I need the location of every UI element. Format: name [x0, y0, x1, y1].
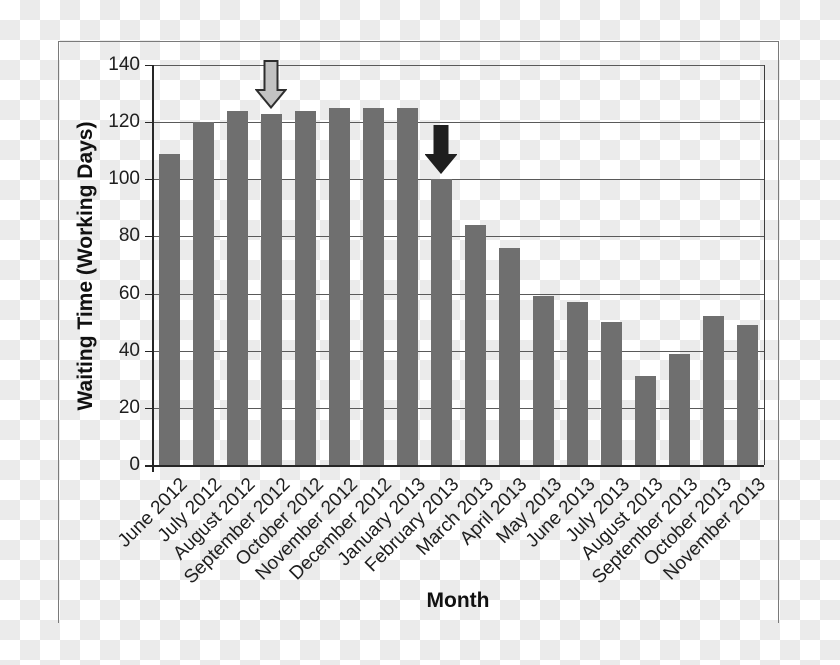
bar: [532, 296, 554, 465]
y-axis-tick: [145, 293, 152, 295]
y-tick-label: 140: [108, 54, 140, 75]
bar: [668, 353, 690, 465]
gridline: [152, 407, 764, 409]
y-tick-label: 100: [108, 168, 140, 190]
bar: [736, 325, 758, 465]
bar: [158, 153, 180, 465]
bar: [294, 110, 316, 465]
y-tick-label: 40: [118, 339, 140, 361]
gridline: [152, 122, 764, 124]
y-axis-line: [152, 65, 154, 472]
y-tick-label: 0: [129, 454, 140, 475]
bar: [464, 225, 486, 465]
bar: [430, 179, 452, 465]
y-axis-title: Waiting Time (Working Days): [74, 121, 97, 411]
gridline: [152, 65, 764, 66]
bar: [702, 316, 724, 465]
bar: [362, 107, 384, 465]
black-down-arrow: [424, 125, 458, 175]
y-axis-tick: [145, 179, 152, 181]
bar: [192, 122, 214, 465]
y-axis-tick: [145, 407, 152, 409]
bar: [566, 302, 588, 465]
bar: [396, 107, 418, 465]
bar: [328, 107, 350, 465]
y-axis-tick: [145, 122, 152, 124]
gray-outline-down-arrow: [254, 59, 288, 109]
gridline: [152, 236, 764, 238]
y-tick-label: 120: [108, 111, 140, 133]
x-axis-title: Month: [426, 589, 490, 612]
gridline: [152, 179, 764, 181]
y-axis-tick: [145, 465, 152, 466]
y-axis-tick: [145, 236, 152, 238]
y-axis-tick: [145, 65, 152, 66]
chart-frame: [58, 41, 779, 623]
bar: [600, 322, 622, 465]
y-tick-label: 60: [118, 282, 140, 304]
bar: [634, 376, 656, 465]
gridline: [152, 350, 764, 352]
bar: [260, 113, 282, 465]
y-tick-label: 80: [118, 225, 140, 247]
bar: [226, 110, 248, 465]
bar: [498, 247, 520, 465]
y-axis-tick: [145, 350, 152, 352]
x-axis-line: [145, 465, 764, 467]
gridline: [152, 293, 764, 295]
plot-right-border: [764, 65, 765, 465]
y-tick-label: 20: [118, 396, 140, 418]
